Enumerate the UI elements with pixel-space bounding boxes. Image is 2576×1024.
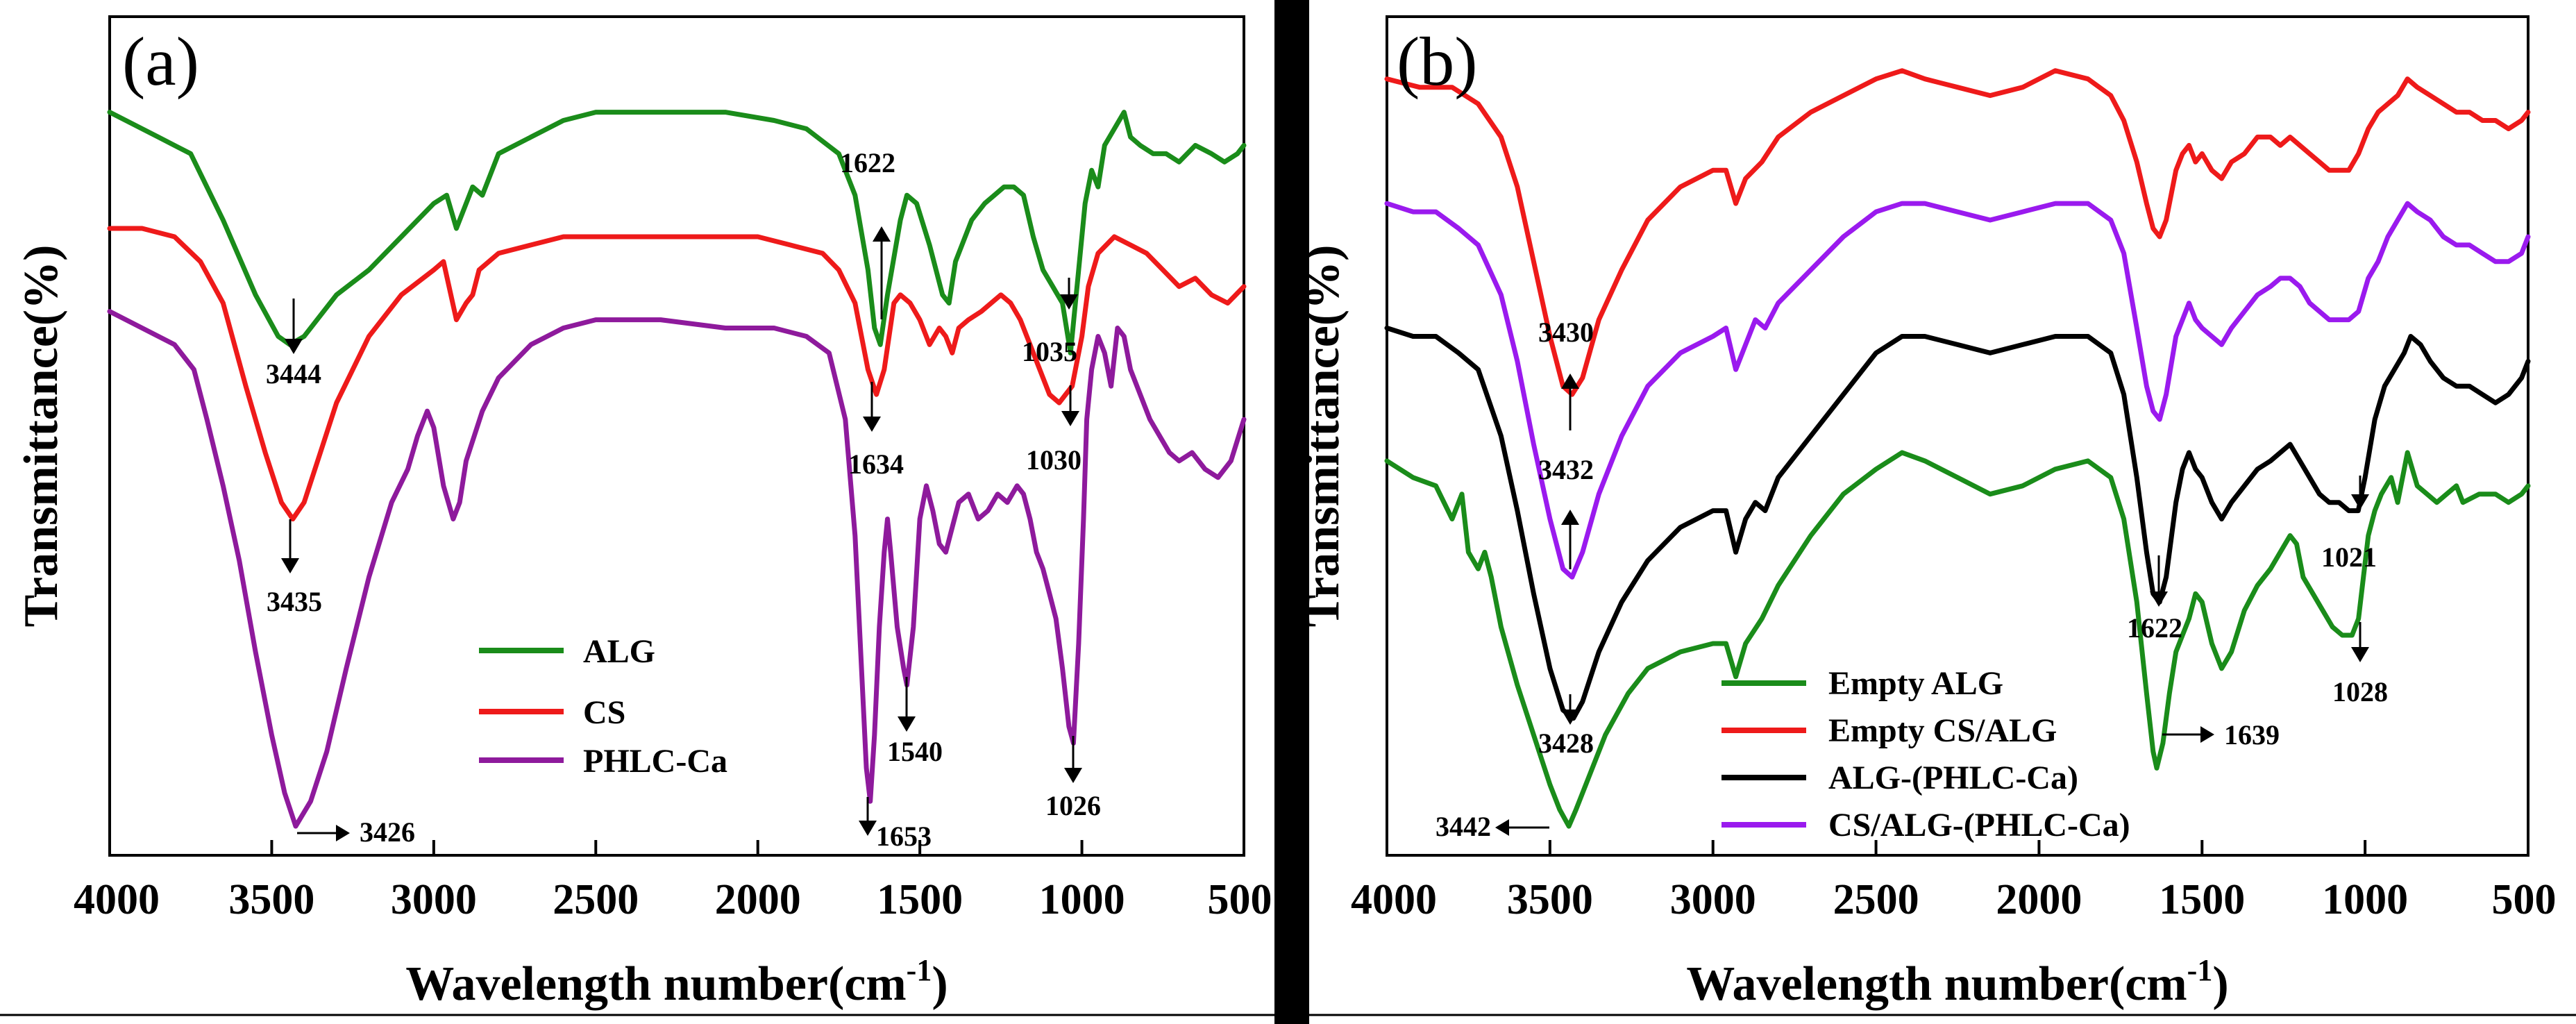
legend-item-alg-phlc-ca: ALG-(PHLC-Ca) — [1721, 759, 2078, 796]
panel-b-x-tick-label-3500: 3500 — [1507, 876, 1593, 923]
panel-b-series-line-empty-alg — [1384, 450, 2531, 829]
panel-b-label: (b) — [1397, 23, 1478, 100]
svg-text:1639: 1639 — [2224, 719, 2280, 750]
legend-item-cs-alg-phlc-ca: CS/ALG-(PHLC-Ca) — [1721, 807, 2130, 843]
svg-text:3432: 3432 — [1538, 454, 1594, 485]
panel-a-series-layer — [107, 110, 1247, 829]
svg-text:3435: 3435 — [267, 586, 322, 617]
svg-text:3426: 3426 — [360, 816, 415, 848]
panel-a-x-tick-label-3000: 3000 — [391, 876, 477, 923]
legend-item-empty-cs-alg: Empty CS/ALG — [1721, 712, 2057, 749]
svg-text:1622: 1622 — [2127, 612, 2182, 644]
svg-text:CS/ALG-(PHLC-Ca): CS/ALG-(PHLC-Ca) — [1828, 807, 2130, 843]
svg-text:1030: 1030 — [1026, 444, 1081, 476]
panel-a-annotation-1035: 1035 — [1022, 278, 1078, 367]
panel-b-series-line-cs-alg-phlc-ca — [1384, 201, 2531, 580]
svg-text:Empty ALG: Empty ALG — [1828, 665, 2003, 702]
panel-a-annotation-3426: 3426 — [297, 816, 415, 848]
legend-item-phlc-ca: PHLC-Ca — [479, 743, 727, 780]
panel-b-annotation-1028: 1028 — [2332, 622, 2388, 707]
svg-text:1026: 1026 — [1045, 790, 1101, 821]
panel-b-x-tick-label-1000: 1000 — [2322, 876, 2408, 923]
panel-b-x-tick-label-3000: 3000 — [1670, 876, 1756, 923]
panel-b-x-tick-label-1500: 1500 — [2159, 876, 2245, 923]
panel-b-plot-frame — [1386, 15, 2529, 857]
svg-text:ALG-(PHLC-Ca): ALG-(PHLC-Ca) — [1828, 759, 2078, 796]
panel-a-x-tick-label-1000: 1000 — [1039, 876, 1125, 923]
panel-b-annotation-3430: 3430 — [1538, 317, 1594, 430]
legend-item-cs: CS — [479, 694, 625, 731]
panel-a-annotation-1634: 1634 — [848, 382, 904, 480]
svg-text:1540: 1540 — [887, 736, 943, 767]
panel-a: 4000 3500 3000 2500 2000 1500 1000 500 (a) Tran… — [15, 15, 1272, 1011]
panel-a-x-axis-title-superscript: -1 — [907, 953, 932, 987]
svg-text:3444: 3444 — [266, 358, 321, 389]
svg-text:1021: 1021 — [2321, 542, 2377, 573]
svg-text:3442: 3442 — [1436, 811, 1491, 842]
panel-b-legend: Empty ALG Empty CS/ALG ALG-(PHLC-Ca) CS/… — [1721, 665, 2130, 843]
svg-text:ALG: ALG — [583, 633, 655, 670]
panel-b-x-axis-title-end: ) — [2212, 957, 2228, 1011]
panel-a-series-line-phlc-ca — [107, 309, 1247, 829]
svg-text:CS: CS — [583, 694, 625, 731]
panel-b-annotation-3428: 3428 — [1538, 694, 1594, 759]
panel-b-y-axis-title: Transmittance(%) — [1296, 245, 1349, 628]
svg-text:1634: 1634 — [848, 448, 904, 480]
panel-a-x-axis-title-main: Wavelength number(cm — [405, 957, 906, 1011]
panel-a-y-axis-title: Transmittance(%) — [15, 245, 68, 628]
panel-b-annotation-3432: 3432 — [1538, 454, 1594, 569]
panel-a-x-tick-label-3500: 3500 — [228, 876, 314, 923]
panel-b-annotation-1622: 1622 — [2127, 555, 2182, 644]
panel-a-x-axis-title: Wavelength number(cm-1) — [405, 953, 948, 1011]
panel-b-x-tick-label-4000: 4000 — [1351, 876, 1437, 923]
legend-item-alg: ALG — [479, 633, 655, 670]
panel-b-x-ticks: 4000 3500 3000 2500 2000 1500 1000 500 — [1351, 840, 2557, 923]
svg-text:3428: 3428 — [1538, 728, 1594, 759]
panel-a-annotation-1653: 1653 — [859, 797, 932, 852]
svg-text:1622: 1622 — [840, 147, 895, 178]
panel-b-x-axis-title: Wavelength number(cm-1) — [1686, 953, 2228, 1011]
panel-a-series-line-alg — [107, 110, 1247, 355]
panel-b-annotation-1639: 1639 — [2162, 719, 2280, 750]
panel-a-x-ticks: 4000 3500 3000 2500 2000 1500 1000 500 — [74, 840, 1272, 923]
panel-a-annotation-1030: 1030 — [1026, 385, 1081, 476]
panel-b-annotation-1021: 1021 — [2321, 476, 2377, 573]
panel-a-label: (a) — [122, 23, 199, 100]
panel-a-annotation-1540: 1540 — [887, 677, 943, 767]
panel-a-x-tick-label-4000: 4000 — [74, 876, 160, 923]
panel-a-x-tick-label-2000: 2000 — [715, 876, 801, 923]
panel-b-series-line-empty-cs-alg — [1384, 68, 2531, 397]
panel-a-x-tick-label-1500: 1500 — [877, 876, 963, 923]
panel-a-annotation-3435: 3435 — [267, 519, 322, 617]
panel-a-x-axis-title-end: ) — [932, 957, 948, 1011]
panel-divider — [1274, 0, 1309, 1024]
svg-text:3430: 3430 — [1538, 317, 1594, 348]
panel-a-series-line-cs — [107, 226, 1247, 522]
panel-b-x-axis-title-superscript: -1 — [2187, 953, 2213, 987]
panel-a-legend: ALG CS PHLC-Ca — [479, 633, 727, 780]
panel-b-x-tick-label-500: 500 — [2492, 876, 2557, 923]
panel-b-x-tick-label-2500: 2500 — [1833, 876, 1919, 923]
svg-text:1028: 1028 — [2332, 676, 2388, 707]
panel-b: 4000 3500 3000 2500 2000 1500 1000 500 (b) Tran… — [1296, 15, 2557, 1011]
panel-b-annotation-3442: 3442 — [1436, 811, 1549, 842]
panel-a-x-tick-label-2500: 2500 — [553, 876, 639, 923]
panel-a-x-tick-label-500: 500 — [1208, 876, 1272, 923]
panel-b-x-tick-label-2000: 2000 — [1996, 876, 2082, 923]
svg-text:1035: 1035 — [1022, 336, 1077, 367]
panel-a-annotation-1026: 1026 — [1045, 736, 1101, 821]
panel-b-x-axis-title-main: Wavelength number(cm — [1686, 957, 2187, 1011]
panel-a-annotation-1622: 1622 — [840, 147, 895, 319]
svg-text:PHLC-Ca: PHLC-Ca — [583, 743, 727, 780]
legend-item-empty-alg: Empty ALG — [1721, 665, 2003, 702]
panel-a-annotation-3444: 3444 — [266, 299, 321, 389]
panel-a-plot-frame — [108, 15, 1245, 857]
svg-text:1653: 1653 — [876, 821, 932, 852]
svg-text:Empty CS/ALG: Empty CS/ALG — [1828, 712, 2057, 749]
